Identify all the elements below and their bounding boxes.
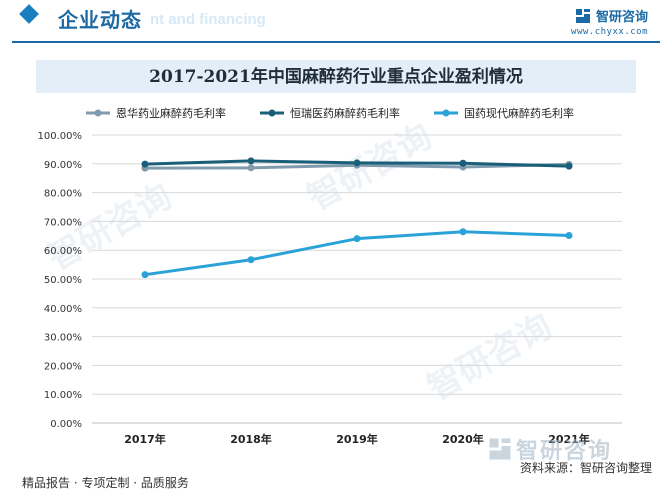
legend-label: 恒瑞医药麻醉药毛利率 [290, 106, 400, 120]
data-point [247, 256, 255, 264]
x-tick-label: 2018年 [230, 432, 272, 446]
y-tick-label: 50.00% [44, 275, 82, 286]
watermark-brand-name: 智研咨询 [516, 439, 613, 464]
chart-title: 2017-2021年中国麻醉药行业重点企业盈利情况 [149, 67, 523, 87]
y-tick-label: 10.00% [44, 390, 82, 401]
y-tick-label: 60.00% [44, 246, 82, 257]
page-header: 企业动态 nt and financing 智研咨询 www.chyxx.com [0, 0, 672, 40]
y-tick-label: 80.00% [44, 189, 82, 200]
x-tick-label: 2021年 [548, 432, 590, 446]
legend-label: 恩华药业麻醉药毛利率 [116, 106, 226, 120]
x-tick-label: 2019年 [336, 432, 378, 446]
y-tick-label: 70.00% [44, 217, 82, 228]
watermark-logo-icon [489, 438, 511, 460]
y-tick-label: 90.00% [44, 160, 82, 171]
data-point [353, 235, 361, 243]
y-tick-label: 30.00% [44, 333, 82, 344]
brand-logo-icon [575, 8, 590, 23]
legend-marker [268, 109, 276, 117]
x-tick-label: 2020年 [442, 432, 484, 446]
y-tick-label: 40.00% [44, 304, 82, 315]
x-tick-label: 2017年 [124, 432, 166, 446]
chart-title-band: 2017-2021年中国麻醉药行业重点企业盈利情况 [36, 60, 636, 93]
data-point [459, 159, 467, 167]
brand-logo: 智研咨询 www.chyxx.com [571, 6, 648, 37]
y-tick-label: 100.00% [38, 131, 83, 142]
brand-name: 智研咨询 [595, 10, 648, 25]
legend-marker [94, 109, 102, 117]
y-tick-label: 20.00% [44, 361, 82, 372]
legend-marker [442, 109, 450, 117]
footer-slogan: 精品报告 · 专项定制 · 品质服务 [22, 476, 189, 490]
data-point [141, 160, 149, 168]
y-tick-label: 0.00% [50, 419, 82, 430]
header-divider [12, 41, 660, 43]
legend-label: 国药现代麻醉药毛利率 [464, 106, 574, 120]
data-point [247, 164, 255, 172]
data-point [459, 228, 467, 236]
section-title: 企业动态 [58, 8, 142, 32]
data-point [565, 232, 573, 240]
ghost-heading-text: nt and financing [150, 11, 266, 28]
data-point [353, 159, 361, 167]
source-note: 资料来源：智研咨询整理 [520, 461, 653, 475]
data-point [141, 271, 149, 279]
brand-url: www.chyxx.com [571, 27, 648, 37]
data-point [565, 162, 573, 170]
watermark-brand: 智研咨询 [488, 433, 612, 465]
data-point [247, 157, 255, 165]
